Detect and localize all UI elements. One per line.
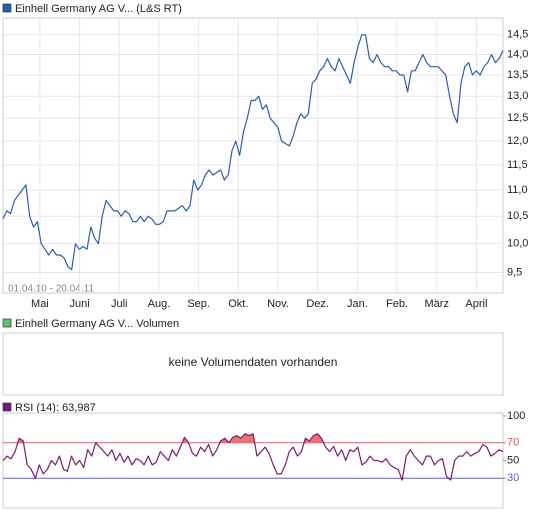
- overbought-area: [3, 433, 503, 443]
- x-tick-label: Nov.: [267, 298, 289, 310]
- x-tick-label: Juli: [111, 298, 128, 310]
- y-tick-label: 11,0: [507, 184, 528, 196]
- x-tick-label: Dez.: [306, 298, 329, 310]
- y-tick-label: 10,5: [507, 210, 528, 222]
- y-tick-label: 100: [507, 410, 525, 422]
- x-tick-label: Sep.: [187, 298, 210, 310]
- x-tick-label: Juni: [69, 298, 89, 310]
- x-tick-label: Okt.: [228, 298, 248, 310]
- y-tick-label: 13,5: [507, 69, 528, 81]
- y-tick-label: 30: [507, 472, 519, 484]
- series-line: [2, 433, 504, 481]
- legend-swatch: [2, 318, 12, 328]
- plot-frame: [2, 17, 504, 294]
- y-tick-label: 10,0: [507, 238, 528, 250]
- panel-title: Einhell Germany AG V... (L&S RT): [15, 3, 182, 15]
- series-line: [2, 34, 504, 271]
- x-tick-label: Feb.: [386, 298, 408, 310]
- y-tick-label: 13,0: [507, 90, 528, 102]
- date-range: 01.04.10 - 20.04.11: [8, 284, 94, 295]
- y-tick-label: 50: [507, 454, 519, 466]
- x-tick-label: März: [425, 298, 449, 310]
- x-tick-label: Jan.: [347, 298, 368, 310]
- x-tick-label: Aug.: [148, 298, 171, 310]
- y-tick-label: 14,0: [507, 48, 528, 60]
- panel-title: Einhell Germany AG V... Volumen: [15, 318, 179, 330]
- y-tick-label: 12,5: [507, 112, 528, 124]
- no-data-message: keine Volumendaten vorhanden: [169, 355, 338, 369]
- y-tick-label: 14,5: [507, 29, 528, 41]
- legend-swatch: [2, 402, 12, 412]
- legend-swatch: [2, 3, 12, 13]
- y-tick-label: 12,0: [507, 135, 528, 147]
- y-tick-label: 70: [507, 437, 519, 449]
- volume-frame: [2, 332, 504, 396]
- y-tick-label: 9,5: [507, 266, 522, 278]
- y-tick-label: 11,5: [507, 159, 528, 171]
- panel-title: RSI (14): 63,987: [15, 402, 96, 414]
- x-tick-label: Mai: [31, 298, 49, 310]
- x-tick-label: April: [465, 298, 487, 310]
